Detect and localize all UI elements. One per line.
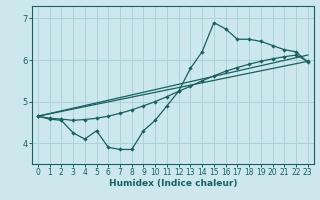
X-axis label: Humidex (Indice chaleur): Humidex (Indice chaleur) — [108, 179, 237, 188]
